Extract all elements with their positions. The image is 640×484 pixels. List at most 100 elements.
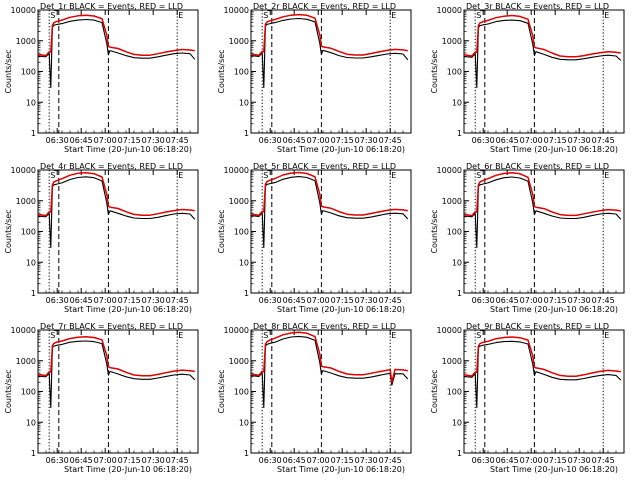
x-axis-label: Start Time (20-Jun-10 06:18:20) — [490, 465, 618, 474]
marker-label: E — [178, 171, 183, 180]
y-tick-label: 100 — [21, 68, 36, 77]
x-tick-label: 07:45 — [592, 456, 615, 465]
y-tick-label: 10000 — [437, 326, 462, 335]
panel-chart-svg: Det_3r BLACK = Events, RED = LLD 1 10 100 10… — [430, 2, 625, 154]
marker-label: S — [263, 331, 268, 340]
x-tick-label: 07:30 — [568, 456, 591, 465]
x-tick-label: 07:30 — [568, 136, 591, 145]
y-axis-label: Counts/sec — [430, 209, 439, 253]
x-tick-label: 07:30 — [142, 136, 165, 145]
detector-panel-8: Det_8r BLACK = Events, RED = LLD 1 10 100 10… — [213, 320, 426, 480]
panel-title: Det_8r BLACK = Events, RED = LLD — [253, 322, 396, 331]
x-tick-label: 07:30 — [568, 296, 591, 305]
panel-chart-svg: Det_2r BLACK = Events, RED = LLD 1 10 100 10… — [217, 2, 412, 154]
y-tick-label: 1000 — [229, 197, 249, 206]
x-tick-label: 07:00 — [307, 136, 330, 145]
x-tick-label: 07:30 — [142, 456, 165, 465]
detector-panel-1: Det_1r BLACK = Events, RED = LLD 1 10 100 10… — [0, 0, 213, 160]
x-tick-label: 06:45 — [70, 456, 93, 465]
lld-series-line — [250, 13, 408, 56]
x-tick-label: 07:00 — [520, 136, 543, 145]
x-tick-label: 06:30 — [46, 136, 69, 145]
x-tick-label: 07:30 — [355, 456, 378, 465]
y-tick-label: 1 — [31, 449, 36, 458]
x-axis-label: Start Time (20-Jun-10 06:18:20) — [64, 145, 192, 154]
marker-label: S — [476, 171, 481, 180]
marker-label: S — [263, 171, 268, 180]
y-axis-label: Counts/sec — [4, 209, 13, 253]
x-tick-label: 07:00 — [520, 296, 543, 305]
events-series-line — [250, 17, 409, 89]
x-tick-label: 07:00 — [307, 296, 330, 305]
marker-label: S — [476, 11, 481, 20]
x-tick-label: 07:45 — [379, 456, 402, 465]
marker-label: E — [178, 331, 183, 340]
lld-series-line — [463, 14, 621, 58]
x-tick-label: 06:30 — [259, 296, 282, 305]
detector-panel-9: Det_9r BLACK = Events, RED = LLD 1 10 100 10… — [426, 320, 639, 480]
panel-chart-svg: Det_1r BLACK = Events, RED = LLD 1 10 100 10… — [4, 2, 199, 154]
x-tick-label: 06:30 — [472, 456, 495, 465]
y-tick-label: 10000 — [11, 166, 36, 175]
marker-label: E — [604, 331, 609, 340]
y-axis-label: Counts/sec — [4, 369, 13, 413]
panel-chart-svg: Det_7r BLACK = Events, RED = LLD 1 10 100 10… — [4, 322, 199, 474]
x-axis-label: Start Time (20-Jun-10 06:18:20) — [277, 465, 405, 474]
x-tick-label: 06:45 — [496, 456, 519, 465]
y-tick-label: 10 — [26, 418, 36, 427]
x-tick-label: 06:30 — [259, 136, 282, 145]
y-tick-label: 1000 — [16, 197, 36, 206]
x-axis-label: Start Time (20-Jun-10 06:18:20) — [277, 145, 405, 154]
x-tick-label: 06:45 — [70, 296, 93, 305]
marker-label: E — [604, 11, 609, 20]
y-tick-label: 1 — [457, 449, 462, 458]
y-tick-label: 10 — [452, 258, 462, 267]
x-tick-label: 06:30 — [259, 456, 282, 465]
x-tick-label: 07:00 — [94, 456, 117, 465]
x-tick-label: 07:15 — [544, 456, 567, 465]
y-tick-label: 100 — [447, 388, 462, 397]
events-series-line — [250, 176, 409, 249]
y-tick-label: 1 — [244, 289, 249, 298]
y-tick-label: 10 — [239, 98, 249, 107]
y-tick-label: 10000 — [11, 326, 36, 335]
x-tick-label: 06:45 — [496, 296, 519, 305]
lld-series-line — [37, 171, 195, 217]
x-tick-label: 07:45 — [592, 296, 615, 305]
y-tick-label: 100 — [447, 68, 462, 77]
y-tick-label: 1 — [31, 289, 36, 298]
x-tick-label: 06:30 — [46, 296, 69, 305]
y-tick-label: 1000 — [229, 357, 249, 366]
x-tick-label: 07:15 — [331, 136, 354, 145]
events-series-line — [463, 176, 622, 249]
marker-label: E — [391, 171, 396, 180]
panel-title: Det_7r BLACK = Events, RED = LLD — [40, 322, 183, 331]
marker-label: S — [476, 331, 481, 340]
x-tick-label: 06:30 — [472, 296, 495, 305]
y-tick-label: 10 — [452, 98, 462, 107]
x-axis-label: Start Time (20-Jun-10 06:18:20) — [64, 465, 192, 474]
lld-series-line — [463, 172, 621, 217]
y-axis-label: Counts/sec — [217, 369, 226, 413]
plot-frame — [250, 329, 412, 454]
marker-label: S — [50, 171, 55, 180]
x-tick-label: 06:45 — [283, 296, 306, 305]
x-tick-label: 07:00 — [94, 296, 117, 305]
plot-frame — [463, 169, 625, 294]
y-tick-label: 100 — [234, 228, 249, 237]
marker-label: E — [604, 171, 609, 180]
plot-frame — [463, 9, 625, 134]
x-tick-label: 07:30 — [355, 296, 378, 305]
x-tick-label: 06:30 — [472, 136, 495, 145]
panel-title: Det_3r BLACK = Events, RED = LLD — [466, 2, 609, 11]
x-tick-label: 07:45 — [166, 456, 189, 465]
panel-chart-svg: Det_4r BLACK = Events, RED = LLD 1 10 100 10… — [4, 162, 199, 314]
detector-panel-4: Det_4r BLACK = Events, RED = LLD 1 10 100 10… — [0, 160, 213, 320]
detector-panel-2: Det_2r BLACK = Events, RED = LLD 1 10 100 10… — [213, 0, 426, 160]
marker-label: S — [263, 11, 268, 20]
y-tick-label: 100 — [447, 228, 462, 237]
y-axis-label: Counts/sec — [217, 209, 226, 253]
y-tick-label: 10 — [452, 418, 462, 427]
y-tick-label: 100 — [21, 228, 36, 237]
plot-frame — [250, 9, 412, 134]
